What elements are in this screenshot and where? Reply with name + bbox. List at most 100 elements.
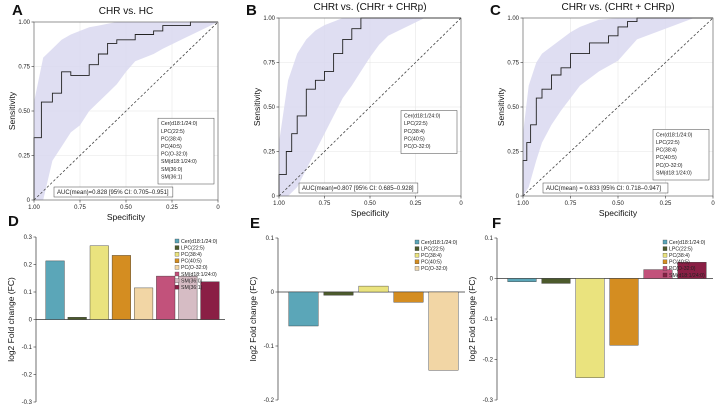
panel-a-auc-box [53,186,174,198]
panel-f-y-tick-label: 0 [490,277,494,283]
panel-d-y-tick-label: 0.2 [24,263,33,269]
panel-f-legend-swatch [662,259,668,264]
panel-b-y-tick-label: 0.75 [263,61,275,67]
panel-e-y-tick-label: 0 [271,290,275,296]
panel-f-legend-item: SM(d18:1/24:0) [669,273,705,279]
panel-d-bar [134,287,154,320]
panel-c-roc-curve [522,17,713,196]
panel-d-bar [67,317,87,320]
panel-c-x-axis-label: Specificity [599,208,638,218]
panel-a-ci-band [34,22,218,200]
panel-d-legend-item: Cer(d18:1/24:0) [181,239,218,245]
panel-d-legend-swatch [174,278,180,283]
panel-a-roc-curve [33,21,218,200]
panel-e-legend-swatch [414,259,420,264]
panel-a-x-tick-label: 0 [216,205,220,211]
panel-e-bar [323,291,354,296]
panel-c-x-tick-label: 0.50 [612,201,624,207]
panel-f-bar [677,262,707,279]
panel-d-legend-item: PC(38:4) [181,252,202,258]
panel-e-legend-item: LPC(22:5) [421,246,445,252]
panel-c-y-tick-label: 1.00 [507,16,519,22]
panel-c: 1.00 0.75 0.50 0.25 0 0 0.25 0.50 0.75 1.00 C CHRr … [490,2,715,218]
panel-e-bar [428,291,459,371]
panel-d-bar [178,276,198,320]
panel-f-bar [643,269,673,279]
panel-d-legend-item: SM(36:1) [181,285,203,291]
panel-d-bar [89,245,109,320]
panel-d-legend-swatch [174,258,180,263]
panel-b-y-tick-label: 0 [272,194,276,200]
panel-c-legend-item: PC(O-32:0) [656,163,683,169]
panel-b-legend-box [400,110,458,154]
panel-f-y-tick-label: -0.1 [483,317,494,323]
panel-e-legend-swatch [414,253,420,258]
panel-d-y-tick-label: -0.2 [22,373,33,379]
panel-b-roc-curve [278,17,461,196]
panel-a-label: A [12,2,23,19]
panel-e: 0.1 0 -0.1 -0.2 Cer(d18:1/24:0)LPC(22:5)PC(3… [248,215,465,404]
panel-a-legend-item: LPC(22:5) [161,129,185,135]
panel-a: 1.00 0.75 0.50 0.25 000.250.500.751.00A CHR v… [7,2,220,222]
panel-a-x-axis-label: Specificity [107,212,146,222]
panel-f-legend-swatch [662,239,668,245]
panel-a-legend-item: SM(36:1) [161,174,183,180]
panel-c-x-tick-label: 1.00 [517,201,529,207]
panel-a-x-tick-label: 1.00 [28,205,40,211]
panel-e-legend-item: PC(O-32:0) [421,266,448,272]
panel-a-legend-item: SM(d18:1/24:0) [161,159,197,165]
panel-f-y-tick-label: -0.3 [483,398,494,404]
panel-d-legend-swatch [174,238,180,244]
panel-b-x-tick-label: 1.00 [273,201,285,207]
panel-c-y-tick-label: 0.50 [507,105,519,111]
panel-b-y-tick-label: 1.00 [263,16,275,22]
panel-c-y-tick-label: 0.25 [507,150,519,156]
panel-a-title: CHR vs. HC [99,6,153,17]
panel-b-legend-item: LPC(22:5) [404,121,428,127]
panel-f-legend-item: LPC(22:5) [669,246,693,252]
panel-a-auc-annotation: AUC(mean)=0.828 [95% CI: 0.705–0.951] [57,190,169,196]
panel-c-legend-box [652,129,710,181]
panel-c-legend-item: Cer(d18:1/24:0) [656,132,693,138]
panel-b-y-axis-label: Sensitivity [252,87,262,126]
panel-c-y-axis-label: Sensitivity [496,87,506,126]
panel-d-y-tick-label: 0.1 [24,290,33,296]
panel-d-bar [156,275,176,320]
panel-c-x-tick-label: 0.75 [565,201,577,207]
panel-a-y-axis-label: Sensitivity [7,91,17,130]
panel-e-legend-swatch [414,266,420,271]
panel-d-legend-item: SM(36:0) [181,278,203,284]
panel-b-x-tick-label: 0 [459,201,463,207]
panel-a-x-tick-label: 0.25 [166,205,178,211]
panel-b-x-tick-label: 0.75 [319,201,331,207]
panel-d-legend-swatch [174,265,180,270]
panel-b-x-tick-label: 0.25 [410,201,422,207]
panel-b-x-axis-label: Specificity [351,208,390,218]
panel-a-legend-item: SM(36:0) [161,167,183,173]
panel-b-legend-item: PC(38:4) [404,129,425,135]
panel-d-legend-item: PC(O-32:0) [181,265,208,271]
panel-b-y-tick-label: 0.25 [263,150,275,156]
panel-d-y-tick-label: 0 [29,318,33,324]
panel-a-y-tick-label: 0.25 [18,154,30,160]
panel-f-bar [609,278,639,346]
panel-c-y-tick-label: 0.75 [507,61,519,67]
panel-c-legend-item: LPC(22:5) [656,140,680,146]
panel-e-legend-item: PC(38:4) [421,253,442,259]
panel-d-legend-swatch [174,252,180,257]
panel-a-legend-item: PC(38:4) [161,136,182,142]
panel-e-legend-swatch [414,239,420,245]
panel-f-y-axis-label: log2 Fold change (FC) [467,277,477,362]
panel-d-legend-swatch [174,271,180,277]
panel-d-legend-swatch [174,285,180,290]
panel-f-y-tick-label: -0.2 [483,358,494,364]
panel-c-label: C [490,2,501,19]
panel-e-legend-swatch [414,246,420,251]
panel-f-legend-item: PC(40:5) [669,260,690,266]
panel-a-y-tick-label: 0 [27,198,31,204]
panel-b-diagonal-reference [278,17,462,197]
panel-d-bar [111,255,131,320]
panel-c-title: CHRr vs. (CHRt + CHRp) [561,2,674,13]
panel-a-y-tick-label: 0.50 [18,109,30,115]
